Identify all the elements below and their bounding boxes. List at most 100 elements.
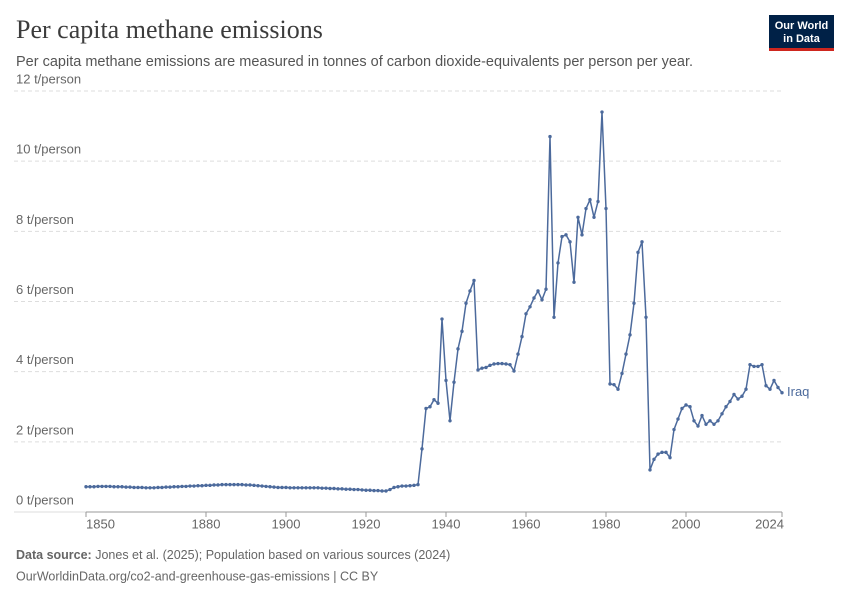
data-point <box>312 486 316 490</box>
y-tick-label: 0 t/person <box>16 492 74 507</box>
data-point <box>272 485 276 489</box>
data-point <box>100 484 104 489</box>
data-point <box>604 206 608 211</box>
data-point <box>424 406 428 411</box>
data-point <box>380 489 384 493</box>
data-point <box>756 364 760 369</box>
data-point <box>648 468 652 472</box>
data-point <box>232 482 236 487</box>
data-point <box>764 384 768 388</box>
data-point <box>512 369 516 373</box>
data-point <box>332 486 336 491</box>
data-point <box>772 378 776 383</box>
data-point <box>264 484 268 489</box>
data-point <box>720 412 724 416</box>
data-point <box>580 233 584 237</box>
data-point <box>412 483 416 488</box>
data-point <box>216 483 220 487</box>
data-point <box>504 362 508 366</box>
data-point <box>440 317 444 321</box>
data-point <box>496 361 500 366</box>
data-point <box>700 413 704 418</box>
data-point <box>684 403 688 407</box>
data-point <box>572 280 576 284</box>
data-point <box>276 485 280 490</box>
data-point <box>736 397 740 401</box>
data-point <box>456 347 460 351</box>
data-point <box>712 422 716 426</box>
data-point <box>428 405 432 409</box>
data-point <box>212 483 216 487</box>
data-point <box>568 240 572 244</box>
data-point <box>752 364 756 369</box>
data-point <box>372 488 376 493</box>
data-point <box>160 485 164 490</box>
data-point <box>740 394 744 398</box>
data-point <box>292 486 296 490</box>
data-point <box>336 487 340 491</box>
data-point <box>108 484 112 489</box>
data-point <box>728 399 732 404</box>
data-point <box>260 484 264 488</box>
data-point <box>356 487 360 492</box>
data-point <box>88 485 92 489</box>
data-point <box>308 486 312 490</box>
data-point <box>140 485 144 490</box>
data-point <box>548 134 552 139</box>
data-point <box>636 250 640 255</box>
data-point <box>240 482 244 487</box>
data-point <box>776 385 780 390</box>
data-point <box>688 405 692 409</box>
data-point <box>484 365 488 370</box>
source-text: Jones et al. (2025); Population based on… <box>95 548 450 562</box>
data-point <box>556 261 560 265</box>
y-tick-label: 4 t/person <box>16 352 74 367</box>
data-point <box>660 450 664 455</box>
data-point <box>328 486 332 491</box>
data-point <box>416 482 420 487</box>
data-point <box>628 333 632 337</box>
data-point <box>748 362 752 367</box>
data-point <box>528 305 532 309</box>
logo-text[interactable]: Our World <box>775 20 829 32</box>
data-point <box>112 485 116 489</box>
logo-stripe[interactable] <box>769 48 834 51</box>
data-point <box>200 483 204 488</box>
series-label: Iraq <box>787 384 809 399</box>
data-point <box>472 278 476 283</box>
x-tick-label: 1850 <box>86 516 115 531</box>
logo[interactable]: Our World in Data <box>769 15 834 51</box>
data-point <box>288 486 292 490</box>
data-point <box>696 424 700 428</box>
data-point <box>400 484 404 488</box>
data-point <box>668 455 672 460</box>
logo-box[interactable] <box>769 15 834 50</box>
data-point <box>444 378 448 383</box>
data-point <box>612 382 616 387</box>
data-point <box>392 485 396 490</box>
data-point <box>268 485 272 489</box>
data-point <box>132 485 136 490</box>
data-point <box>644 315 648 319</box>
data-point <box>388 487 392 492</box>
x-tick-label: 1980 <box>592 516 621 531</box>
data-point <box>344 487 348 491</box>
logo-text[interactable]: in Data <box>783 33 821 45</box>
data-point <box>540 298 544 302</box>
data-point <box>552 315 556 319</box>
data-point <box>560 234 564 239</box>
data-point <box>116 485 120 489</box>
data-point <box>536 289 540 293</box>
data-point <box>704 422 708 426</box>
data-point <box>224 482 228 487</box>
data-point <box>620 371 624 376</box>
data-point <box>460 329 464 334</box>
y-tick-label: 12 t/person <box>16 71 81 86</box>
data-point <box>228 482 232 487</box>
data-point <box>676 417 680 421</box>
data-point <box>596 199 600 204</box>
data-point <box>492 362 496 366</box>
data-point <box>124 485 128 489</box>
data-point <box>744 387 748 391</box>
